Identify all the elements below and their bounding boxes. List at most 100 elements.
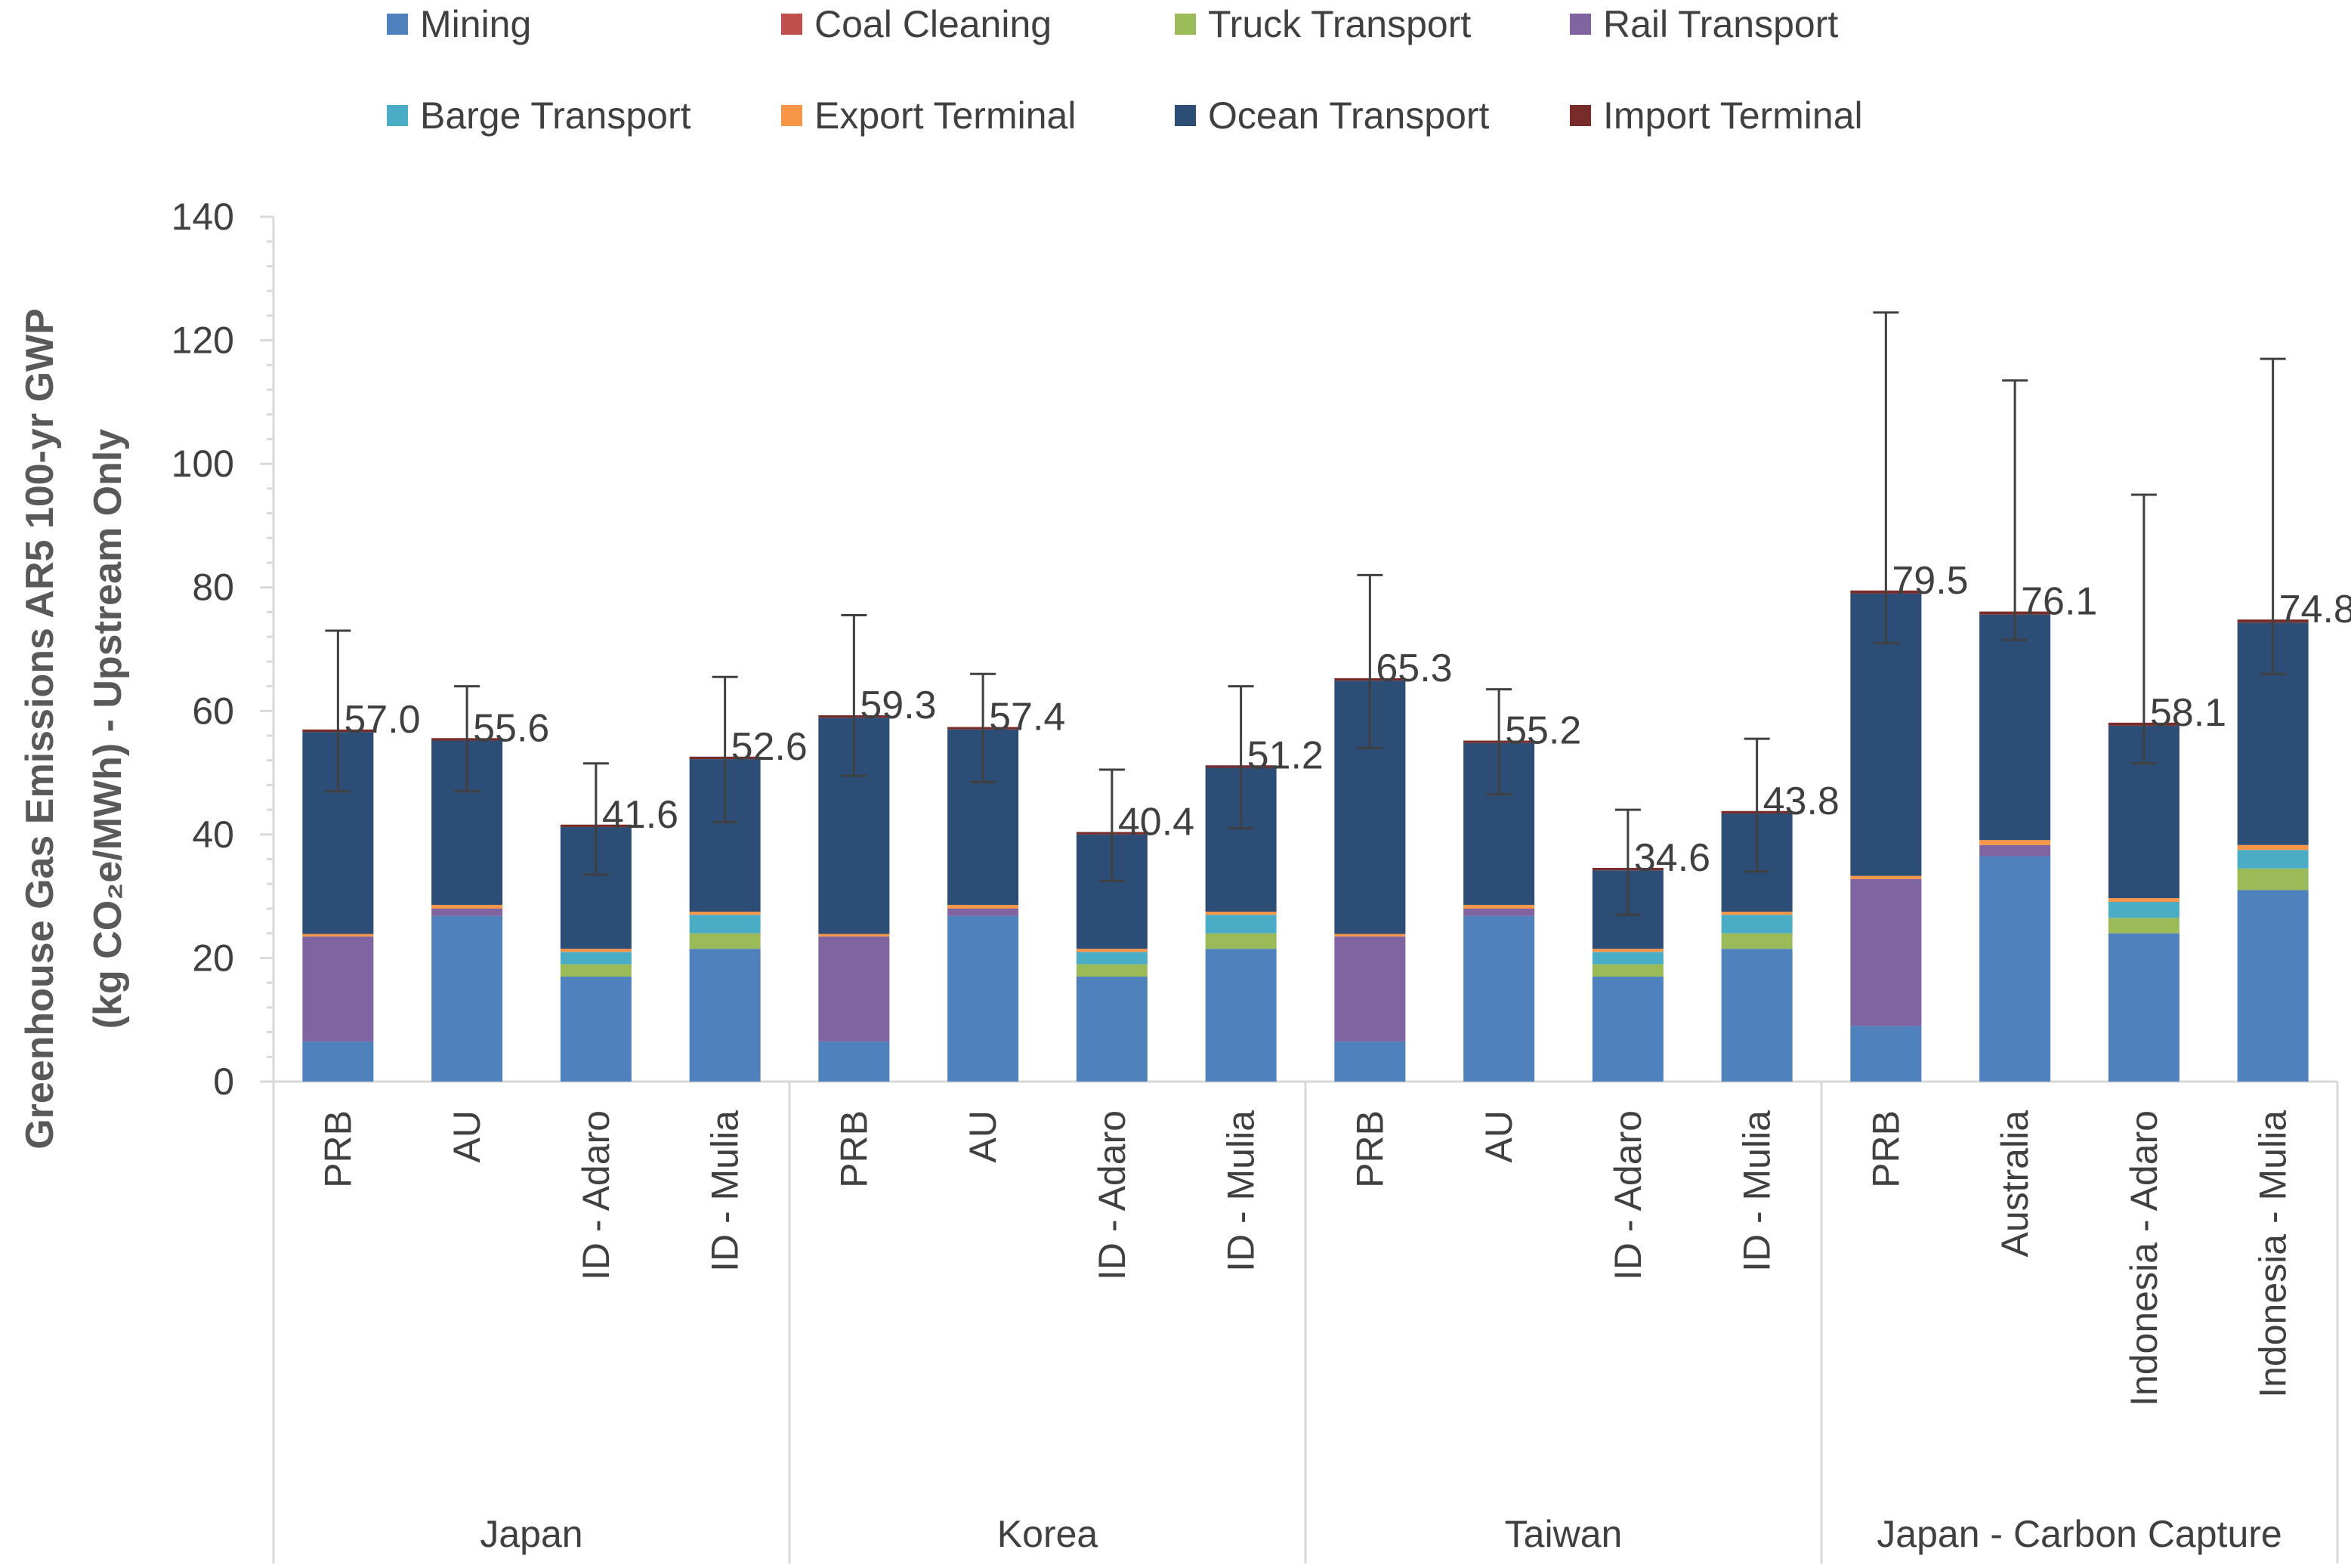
category-label: ID - Mulia bbox=[704, 1110, 746, 1272]
bar-segment-truck-transport bbox=[1205, 933, 1277, 949]
y-tick-label: 80 bbox=[192, 566, 234, 609]
legend-swatch-mining bbox=[387, 14, 408, 35]
y-axis-title-line1: Greenhouse Gas Emissions AR5 100-yr GWP bbox=[18, 308, 62, 1150]
total-data-label: 40.4 bbox=[1118, 801, 1194, 844]
bar-segment-barge-transport bbox=[2237, 850, 2309, 869]
legend-label-import-terminal: Import Terminal bbox=[1603, 94, 1863, 137]
legend-swatch-import-terminal bbox=[1570, 105, 1591, 126]
bar-segment-truck-transport bbox=[1721, 933, 1793, 949]
total-data-label: 59.3 bbox=[860, 684, 936, 727]
total-data-label: 41.6 bbox=[602, 793, 678, 837]
bar-segment-mining bbox=[1592, 976, 1664, 1082]
y-tick-label: 20 bbox=[192, 937, 234, 979]
legend-label-ocean-transport: Ocean Transport bbox=[1208, 94, 1490, 137]
category-label: Indonesia - Adaro bbox=[2123, 1110, 2165, 1406]
category-label: AU bbox=[1478, 1110, 1520, 1162]
bar-segment-export-terminal bbox=[1334, 934, 1406, 937]
total-data-label: 57.0 bbox=[344, 698, 420, 742]
legend-swatch-rail-transport bbox=[1570, 14, 1591, 35]
bar-segment-barge-transport bbox=[1205, 915, 1277, 934]
bar-segment-export-terminal bbox=[1205, 912, 1277, 915]
bar-segment-barge-transport bbox=[1076, 952, 1148, 965]
total-data-label: 52.6 bbox=[731, 725, 808, 769]
total-data-label: 55.2 bbox=[1505, 709, 1581, 753]
bar-segment-export-terminal bbox=[2237, 844, 2309, 850]
bar-segment-mining bbox=[1205, 949, 1277, 1082]
labels: Japan 57.0 PRB 55.6 AU 41.6 ID - Adaro 52.6 ID -… bbox=[317, 559, 2351, 1555]
category-label: ID - Adaro bbox=[1607, 1110, 1649, 1280]
legend-swatch-truck-transport bbox=[1175, 14, 1196, 35]
bar-segment-mining bbox=[1721, 949, 1793, 1082]
bar-segment-mining bbox=[947, 915, 1019, 1082]
legend-label-truck-transport: Truck Transport bbox=[1208, 3, 1471, 45]
bar-segment-truck-transport bbox=[560, 964, 632, 977]
category-label: AU bbox=[962, 1110, 1004, 1162]
category-label: Indonesia - Mulia bbox=[2252, 1110, 2294, 1398]
bar-segment-rail-transport bbox=[1334, 936, 1406, 1042]
bar-segment-rail-transport bbox=[947, 909, 1019, 916]
bar-segment-mining bbox=[302, 1041, 374, 1082]
bar-segment-truck-transport bbox=[689, 933, 761, 949]
bar-segment-barge-transport bbox=[2108, 902, 2180, 918]
category-label: ID - Adaro bbox=[1091, 1110, 1133, 1280]
total-data-label: 43.8 bbox=[1763, 779, 1840, 823]
bar-segment-export-terminal bbox=[1076, 949, 1148, 952]
total-data-label: 55.6 bbox=[473, 706, 549, 750]
legend-label-barge-transport: Barge Transport bbox=[420, 94, 691, 137]
category-label: AU bbox=[446, 1110, 488, 1162]
bar-segment-rail-transport bbox=[818, 936, 890, 1042]
bar-segment-export-terminal bbox=[302, 934, 374, 937]
legend-swatch-barge-transport bbox=[387, 105, 408, 126]
bar-segment-export-terminal bbox=[1850, 875, 1922, 879]
bar-segment-barge-transport bbox=[689, 915, 761, 934]
bar-segment-export-terminal bbox=[431, 905, 503, 909]
total-data-label: 51.2 bbox=[1247, 733, 1324, 777]
bar-segment-truck-transport bbox=[1076, 964, 1148, 977]
category-label: Australia bbox=[1994, 1110, 2036, 1258]
group-label-japan-carbon-capture: Japan - Carbon Capture bbox=[1877, 1513, 2281, 1555]
group-label-korea: Korea bbox=[997, 1513, 1098, 1555]
y-tick-label: 40 bbox=[192, 813, 234, 856]
legend-label-mining: Mining bbox=[420, 3, 531, 45]
bar-segment-rail-transport bbox=[1463, 909, 1535, 916]
bar-segment-mining bbox=[1334, 1041, 1406, 1082]
bar-segment-barge-transport bbox=[1721, 915, 1793, 934]
bar-segment-mining bbox=[1979, 856, 2051, 1082]
bar-segment-mining bbox=[560, 976, 632, 1082]
bar-segment-truck-transport bbox=[2237, 868, 2309, 890]
legend-label-export-terminal: Export Terminal bbox=[814, 94, 1076, 137]
legend-swatch-coal-cleaning bbox=[781, 14, 802, 35]
category-label: ID - Mulia bbox=[1220, 1110, 1262, 1272]
bar-segment-mining bbox=[818, 1041, 890, 1082]
bar-segment-mining bbox=[2108, 933, 2180, 1082]
bar-segment-mining bbox=[1076, 976, 1148, 1082]
total-data-label: 76.1 bbox=[2021, 580, 2097, 624]
bar-segment-mining bbox=[2237, 890, 2309, 1082]
category-label: PRB bbox=[1349, 1110, 1391, 1188]
bar-segment-export-terminal bbox=[1592, 949, 1664, 952]
bar-segment-export-terminal bbox=[560, 949, 632, 952]
total-data-label: 34.6 bbox=[1634, 836, 1710, 880]
y-tick-label: 0 bbox=[213, 1060, 234, 1103]
y-axis-title-line2: (kg CO₂e/MWh) - Upstream Only bbox=[86, 429, 130, 1029]
category-label: PRB bbox=[833, 1110, 875, 1188]
category-label: PRB bbox=[1864, 1110, 1907, 1188]
bar-segment-mining bbox=[1463, 915, 1535, 1082]
bar-segment-truck-transport bbox=[2108, 918, 2180, 934]
bar-segment-mining bbox=[431, 915, 503, 1082]
bar-segment-export-terminal bbox=[1979, 840, 2051, 845]
total-data-label: 58.1 bbox=[2150, 691, 2226, 735]
bar-segment-rail-transport bbox=[431, 909, 503, 916]
group-label-japan: Japan bbox=[480, 1513, 582, 1555]
bar-segment-rail-transport bbox=[1850, 878, 1922, 1026]
bar-segment-rail-transport bbox=[302, 936, 374, 1042]
total-data-label: 65.3 bbox=[1376, 647, 1452, 690]
y-tick-label: 120 bbox=[171, 319, 234, 362]
group-label-taiwan: Taiwan bbox=[1505, 1513, 1623, 1555]
y-tick-label: 60 bbox=[192, 690, 234, 732]
category-label: ID - Adaro bbox=[575, 1110, 617, 1280]
legend-label-coal-cleaning: Coal Cleaning bbox=[814, 3, 1052, 45]
y-tick-label: 100 bbox=[171, 443, 234, 485]
bar-segment-barge-transport bbox=[1592, 952, 1664, 965]
